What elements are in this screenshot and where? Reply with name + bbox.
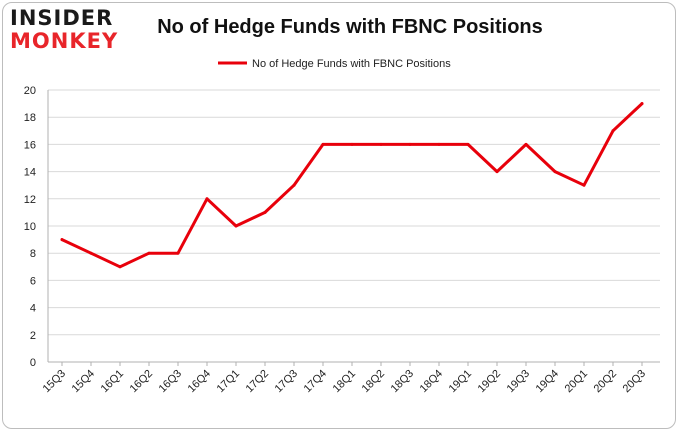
chart-title: No of Hedge Funds with FBNC Positions <box>157 16 543 38</box>
x-tick-label: 18Q2 <box>360 368 388 396</box>
x-tick-label: 16Q1 <box>99 368 127 396</box>
x-tick-label: 19Q1 <box>447 368 475 396</box>
x-tick-label: 19Q2 <box>476 368 504 396</box>
x-tick-label: 17Q2 <box>244 368 272 396</box>
data-point <box>495 170 499 174</box>
x-tick-label: 17Q3 <box>273 368 301 396</box>
series-layer <box>60 102 644 269</box>
x-tick-label: 16Q3 <box>157 368 185 396</box>
y-tick-label: 18 <box>24 112 36 124</box>
x-tick-label: 15Q3 <box>41 368 69 396</box>
chart-frame <box>2 2 676 429</box>
x-tick-label: 17Q4 <box>302 368 330 396</box>
insider-monkey-logo: INSIDER MONKEY <box>10 8 128 52</box>
y-axis: 0 2 4 6 8 10 12 14 16 18 20 <box>24 85 49 369</box>
y-tick-label: 10 <box>24 221 36 233</box>
data-point <box>147 251 151 255</box>
x-tick-label: 17Q1 <box>215 368 243 396</box>
y-tick-label: 0 <box>30 357 36 369</box>
x-tick-label: 18Q4 <box>418 368 446 396</box>
data-point <box>379 142 383 146</box>
data-point <box>640 102 644 106</box>
legend: No of Hedge Funds with FBNC Positions <box>218 58 451 70</box>
y-tick-label: 14 <box>24 167 36 179</box>
data-point <box>89 251 93 255</box>
data-point <box>234 224 238 228</box>
x-tick-label: 19Q3 <box>505 368 533 396</box>
data-point <box>437 142 441 146</box>
gridlines <box>48 89 660 363</box>
data-point <box>60 238 64 242</box>
y-tick-label: 16 <box>24 139 36 151</box>
x-tick-label: 18Q1 <box>331 368 359 396</box>
x-tick-label: 16Q4 <box>186 368 214 396</box>
data-point <box>176 251 180 255</box>
data-point <box>553 170 557 174</box>
x-tick-label: 18Q3 <box>389 368 417 396</box>
y-tick-label: 6 <box>30 275 36 287</box>
data-point <box>524 142 528 146</box>
data-point <box>321 142 325 146</box>
x-tick-label: 16Q2 <box>128 368 156 396</box>
x-tick-label: 20Q3 <box>621 368 649 396</box>
y-tick-label: 4 <box>30 303 36 315</box>
data-point <box>205 197 209 201</box>
data-point <box>582 183 586 187</box>
data-point <box>408 142 412 146</box>
x-tick-label: 19Q4 <box>534 368 562 396</box>
x-axis: 15Q3 15Q4 16Q1 16Q2 16Q3 16Q4 17Q1 17Q2 17Q3 17Q4… <box>41 362 649 396</box>
y-tick-label: 12 <box>24 194 36 206</box>
data-point <box>466 142 470 146</box>
x-tick-label: 20Q2 <box>592 368 620 396</box>
data-point <box>118 265 122 269</box>
legend-label: No of Hedge Funds with FBNC Positions <box>252 58 451 70</box>
series-line-0 <box>60 102 644 269</box>
data-point <box>263 210 267 214</box>
data-point <box>611 129 615 133</box>
logo-line-1: INSIDER <box>10 6 114 30</box>
y-tick-label: 20 <box>24 85 36 97</box>
data-point <box>350 142 354 146</box>
data-point <box>292 183 296 187</box>
x-tick-label: 15Q4 <box>70 368 98 396</box>
y-tick-label: 8 <box>30 248 36 260</box>
x-tick-label: 20Q1 <box>563 368 591 396</box>
logo-line-2: MONKEY <box>10 29 119 53</box>
y-tick-label: 2 <box>30 330 36 342</box>
